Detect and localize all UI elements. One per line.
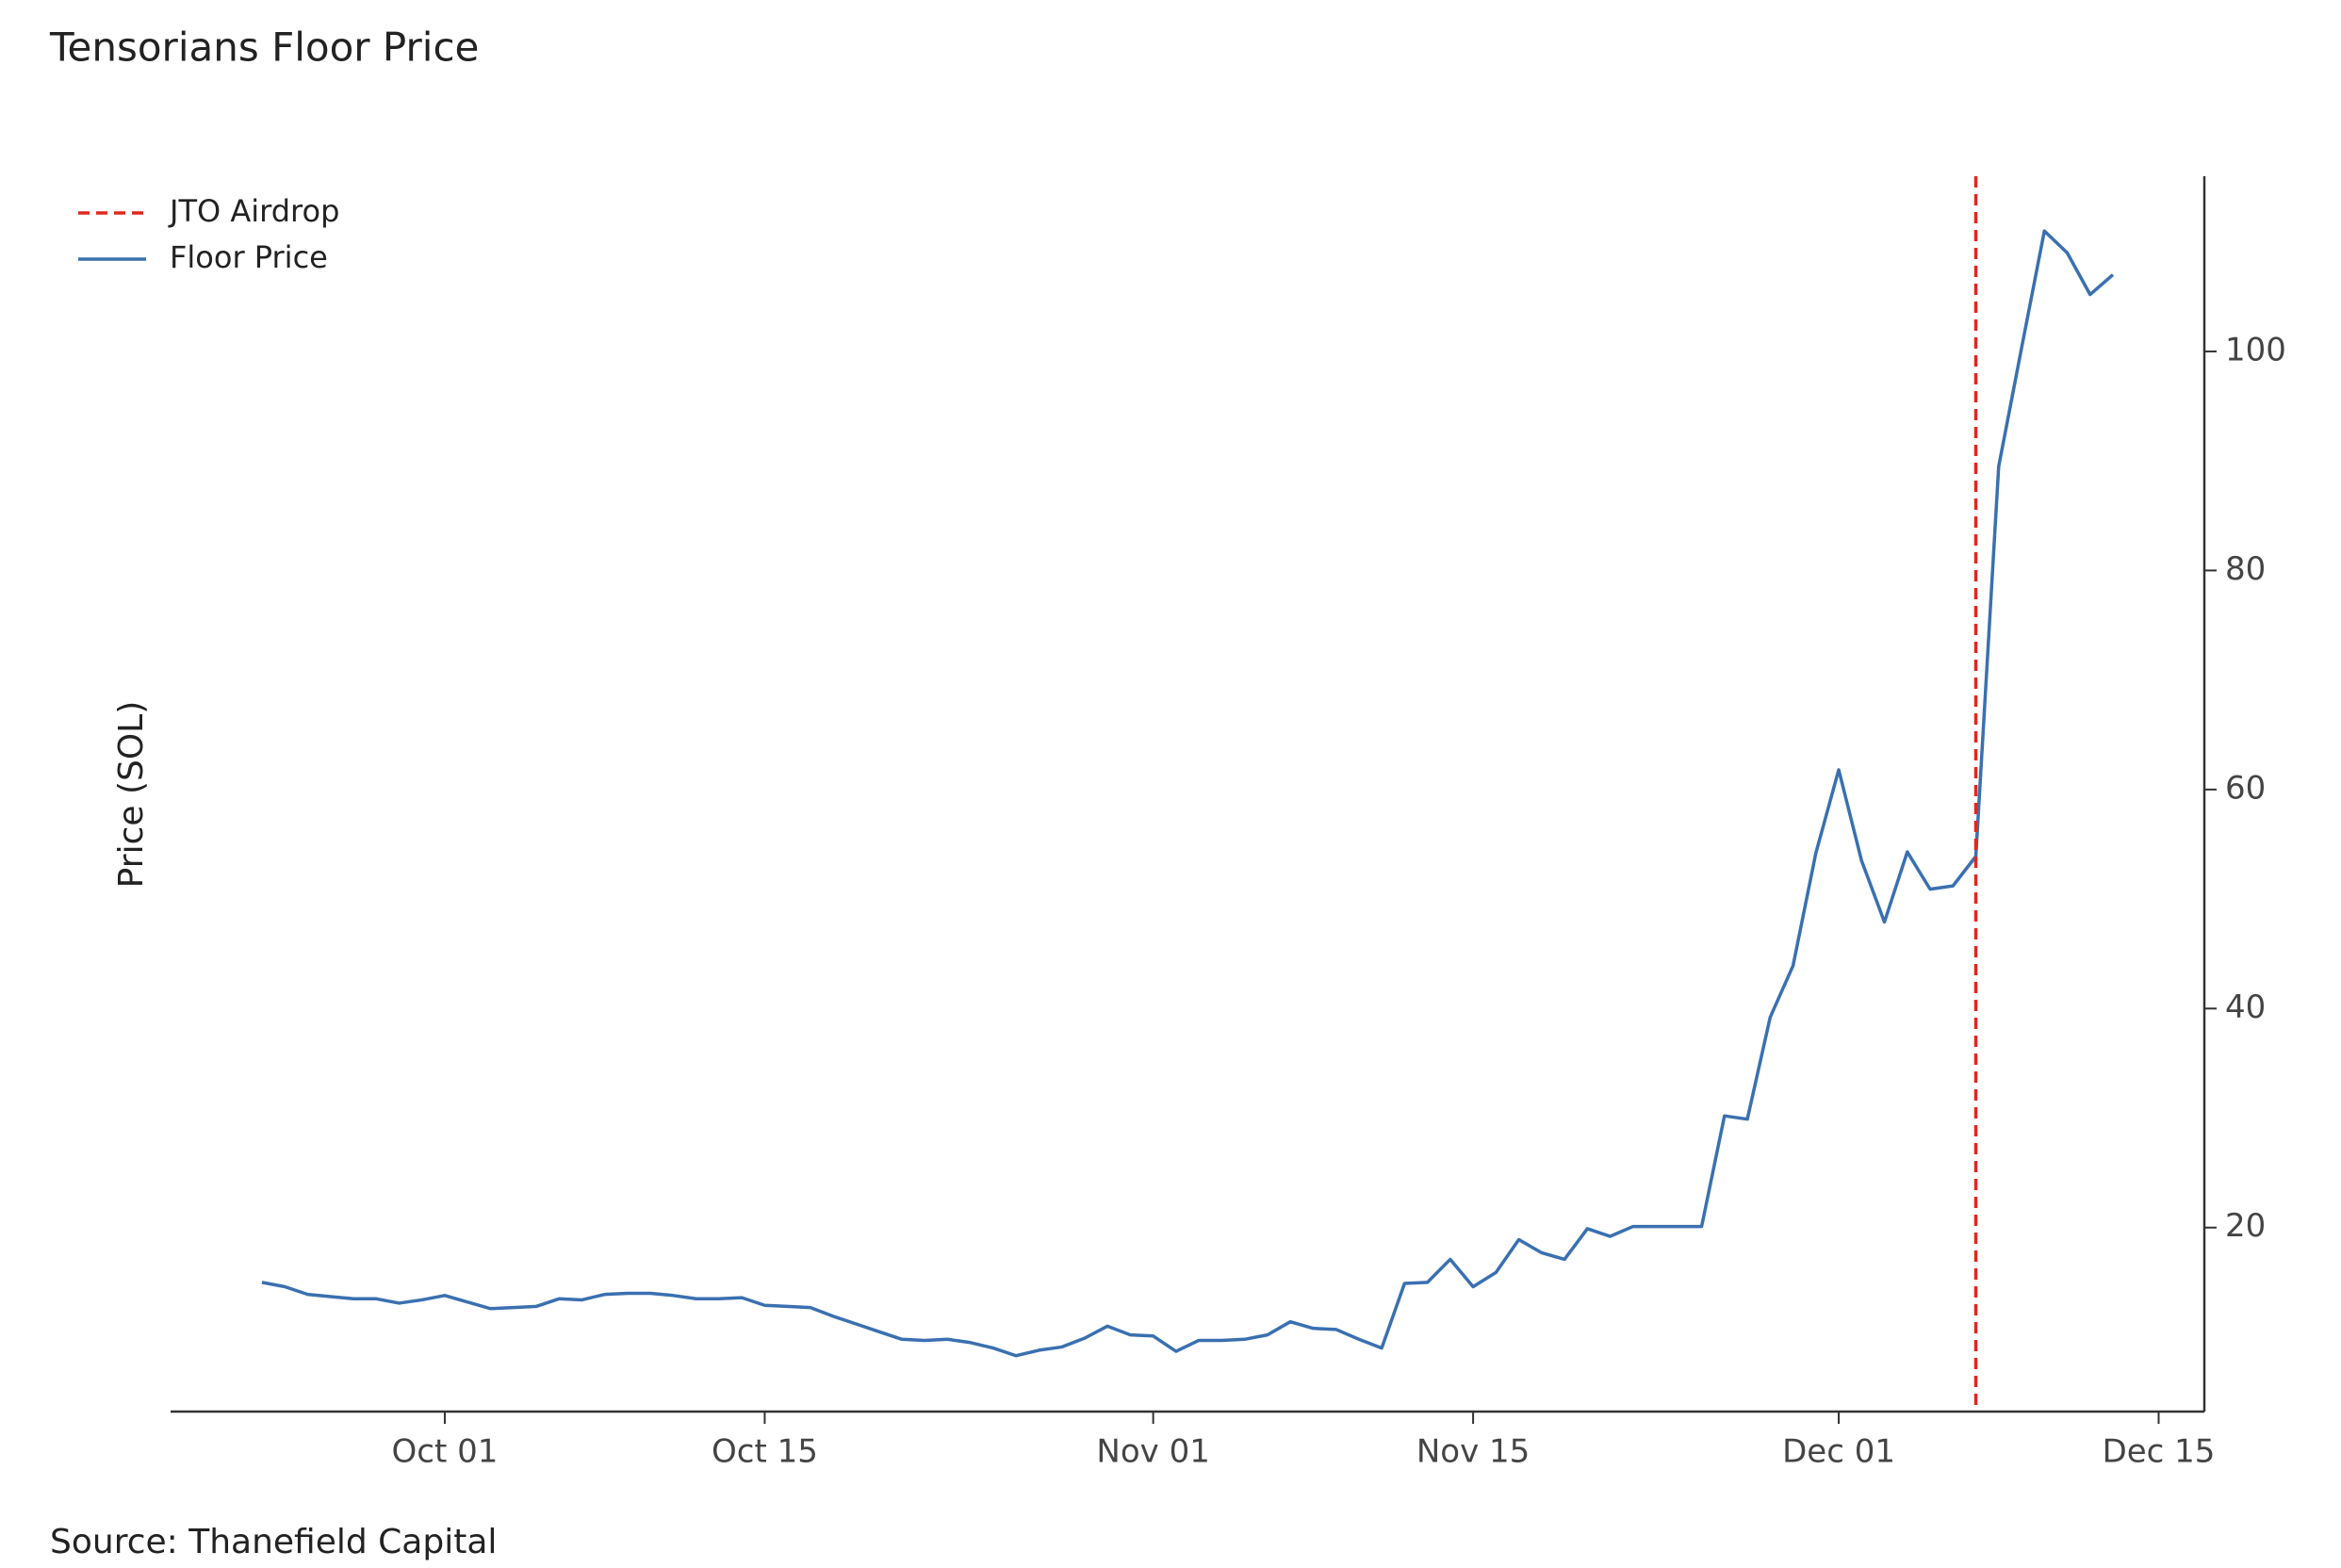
y-tick-label: 60 <box>2225 769 2266 807</box>
y-tick-label: 100 <box>2225 331 2286 368</box>
x-tick-label: Oct 15 <box>712 1433 818 1471</box>
x-tick-label: Dec 01 <box>1782 1433 1895 1471</box>
y-tick-label: 40 <box>2225 988 2266 1026</box>
x-tick-label: Nov 01 <box>1096 1433 1209 1471</box>
y-axis-label: Price (SOL) <box>112 701 151 889</box>
y-tick-label: 80 <box>2225 550 2266 588</box>
chart-title: Tensorians Floor Price <box>49 24 479 71</box>
legend-label: JTO Airdrop <box>168 193 339 229</box>
price-line <box>261 229 2115 1358</box>
x-tick-label: Oct 01 <box>392 1433 499 1471</box>
y-tick-label: 20 <box>2225 1207 2266 1245</box>
legend-label: Floor Price <box>170 239 328 275</box>
x-tick-label: Dec 15 <box>2103 1433 2216 1471</box>
x-tick-label: Nov 15 <box>1416 1433 1530 1471</box>
source-note: Source: Thanefield Capital <box>50 1523 497 1561</box>
